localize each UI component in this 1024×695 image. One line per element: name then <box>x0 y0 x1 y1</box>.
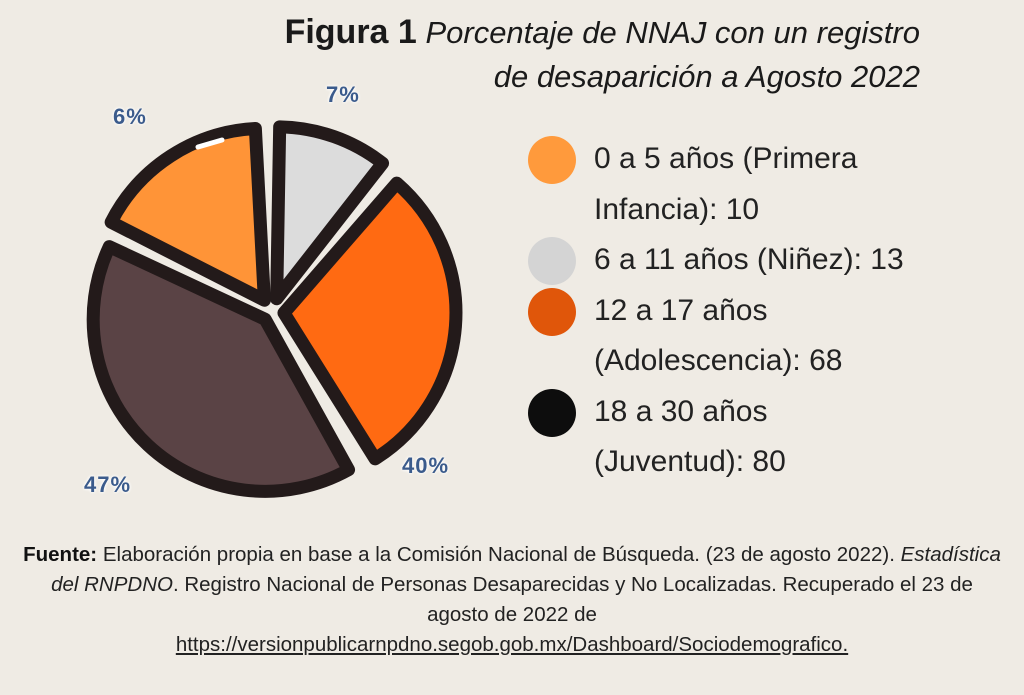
source-note: Fuente: Elaboración propia en base a la … <box>20 540 1004 660</box>
figure-subtitle: Porcentaje de NNAJ con un registro de des… <box>425 15 920 94</box>
legend-swatch <box>528 287 576 336</box>
legend: 0 a 5 años (Primera Infancia): 10 6 a 11… <box>528 134 928 488</box>
figure-number: Figura 1 <box>284 13 417 51</box>
pct-label-12-17: 40% <box>402 453 450 478</box>
source-italic: Estadística del RNPDNO <box>51 543 1001 596</box>
pct-label-6-11: 7% <box>326 82 360 107</box>
legend-label: 6 a 11 años (Niñez): 13 <box>594 243 904 276</box>
pct-label-18-30: 47% <box>84 472 132 497</box>
slice-0-5 <box>104 121 271 307</box>
legend-label: 12 a 17 años (Adolescencia): 68 <box>594 293 843 378</box>
legend-item: 0 a 5 años (Primera Infancia): 10 <box>528 134 928 235</box>
legend-label: 0 a 5 años (Primera Infancia): 10 <box>594 142 858 226</box>
source-link[interactable]: https://versionpublicarnpdno.segob.gob.m… <box>175 633 849 656</box>
legend-swatch <box>528 237 576 285</box>
pct-label-0-5: 6% <box>113 104 147 129</box>
slice-highlight <box>195 137 225 150</box>
slice-12-17 <box>277 176 463 466</box>
source-label: Fuente: <box>23 543 98 566</box>
source-text: Elaboración propia en base a la Comisión… <box>97 543 901 566</box>
legend-item: 18 a 30 años (Juventud): 80 <box>528 387 928 488</box>
legend-swatch <box>528 136 576 184</box>
slice-18-30 <box>86 240 356 498</box>
legend-item: 6 a 11 años (Niñez): 13 <box>528 235 928 286</box>
slice-6-11 <box>270 120 390 306</box>
legend-label: 18 a 30 años (Juventud): 80 <box>594 394 786 479</box>
pie-chart <box>86 120 463 498</box>
source-text-2: . Registro Nacional de Personas Desapare… <box>172 573 973 626</box>
legend-swatch <box>528 388 576 437</box>
chart-title: Figura 1 Porcentaje de NNAJ con un regis… <box>285 10 920 99</box>
legend-item: 12 a 17 años (Adolescencia): 68 <box>528 286 928 387</box>
